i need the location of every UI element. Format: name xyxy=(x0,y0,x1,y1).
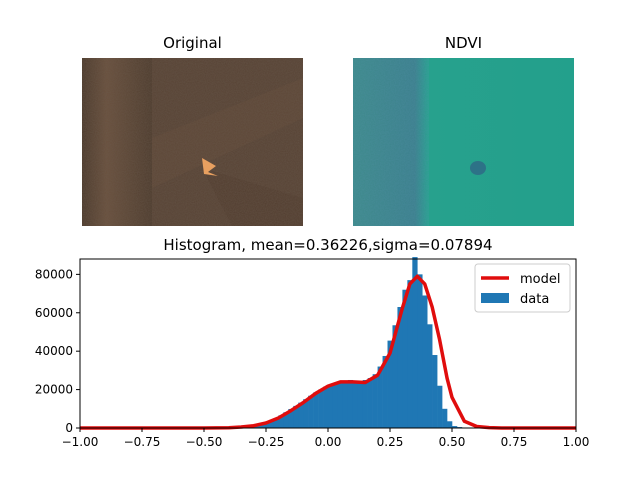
x-tick-label: −0.25 xyxy=(248,435,285,449)
legend: model data xyxy=(474,263,571,313)
histogram-bar xyxy=(342,380,349,428)
x-tick-label: −0.50 xyxy=(186,435,223,449)
x-tick-label: 1.00 xyxy=(563,435,590,449)
histogram-bar xyxy=(258,424,264,428)
y-tick-label: 0 xyxy=(65,421,73,435)
x-tick-label: −1.00 xyxy=(62,435,99,449)
x-axis-ticks: −1.00 −0.75 −0.50 −0.25 0.00 0.25 0.50 0.75 1.00 xyxy=(62,428,590,449)
histogram-bar xyxy=(407,280,413,429)
x-tick-label: −0.75 xyxy=(124,435,161,449)
y-tick-label: 80000 xyxy=(35,267,73,281)
histogram-bar xyxy=(367,378,373,428)
histogram-bar xyxy=(337,381,344,428)
histogram-bar xyxy=(357,381,364,428)
ndvi-panel-title: NDVI xyxy=(444,34,483,52)
histogram-bar xyxy=(263,422,269,428)
x-tick-label: 0.00 xyxy=(315,435,342,449)
histogram-bar xyxy=(442,408,448,428)
histogram-bar xyxy=(273,418,279,428)
x-tick-label: 0.75 xyxy=(501,435,528,449)
original-image xyxy=(82,58,303,226)
histogram-bar xyxy=(318,389,324,428)
y-tick-label: 20000 xyxy=(35,383,73,397)
histogram-bar xyxy=(447,421,453,428)
x-tick-label: 0.25 xyxy=(377,435,404,449)
ndvi-image xyxy=(353,58,574,226)
histogram-bar xyxy=(382,355,388,428)
histogram-bar xyxy=(293,405,299,428)
histogram-bar xyxy=(362,379,368,428)
histogram-bar xyxy=(372,374,378,428)
histogram-bar xyxy=(347,379,354,428)
histogram-bar xyxy=(313,392,319,428)
histogram-bar xyxy=(332,382,339,428)
legend-data-swatch xyxy=(481,293,509,303)
histogram-bar xyxy=(288,408,294,428)
y-tick-label: 60000 xyxy=(35,306,73,320)
histogram-bar xyxy=(352,380,359,428)
histogram-bar xyxy=(437,385,443,428)
histogram-bar xyxy=(328,384,334,428)
x-tick-label: 0.50 xyxy=(439,435,466,449)
histogram-bar xyxy=(298,402,304,428)
original-panel-title: Original xyxy=(163,34,222,52)
histogram-bar xyxy=(283,412,289,428)
histogram-bar xyxy=(422,295,428,428)
y-axis-ticks: 0 20000 40000 60000 80000 xyxy=(35,267,80,435)
model-curve xyxy=(80,274,576,430)
histogram-bars xyxy=(233,257,478,429)
histogram-bar xyxy=(308,395,314,428)
histogram-bar xyxy=(432,355,438,428)
histogram-bar xyxy=(387,340,393,428)
original-image-drawing xyxy=(82,58,303,226)
ndvi-image-drawing xyxy=(353,58,574,226)
histogram-bar xyxy=(377,366,383,428)
chart-title: Histogram, mean=0.36226,sigma=0.07894 xyxy=(163,236,492,254)
histogram-bar xyxy=(397,307,403,428)
y-tick-label: 40000 xyxy=(35,344,73,358)
legend-data-label: data xyxy=(520,292,549,307)
legend-model-label: model xyxy=(520,272,560,287)
histogram-bar xyxy=(452,426,458,428)
histogram-bar xyxy=(402,289,408,428)
histogram-bar xyxy=(268,420,274,428)
object-marker xyxy=(202,158,218,176)
histogram-bar xyxy=(323,386,329,428)
histogram-bar xyxy=(278,415,284,428)
histogram-bar xyxy=(303,399,309,428)
histogram-bar xyxy=(392,325,398,428)
histogram-bar xyxy=(417,274,423,428)
histogram-bar xyxy=(427,324,433,428)
histogram-bar xyxy=(412,257,418,428)
